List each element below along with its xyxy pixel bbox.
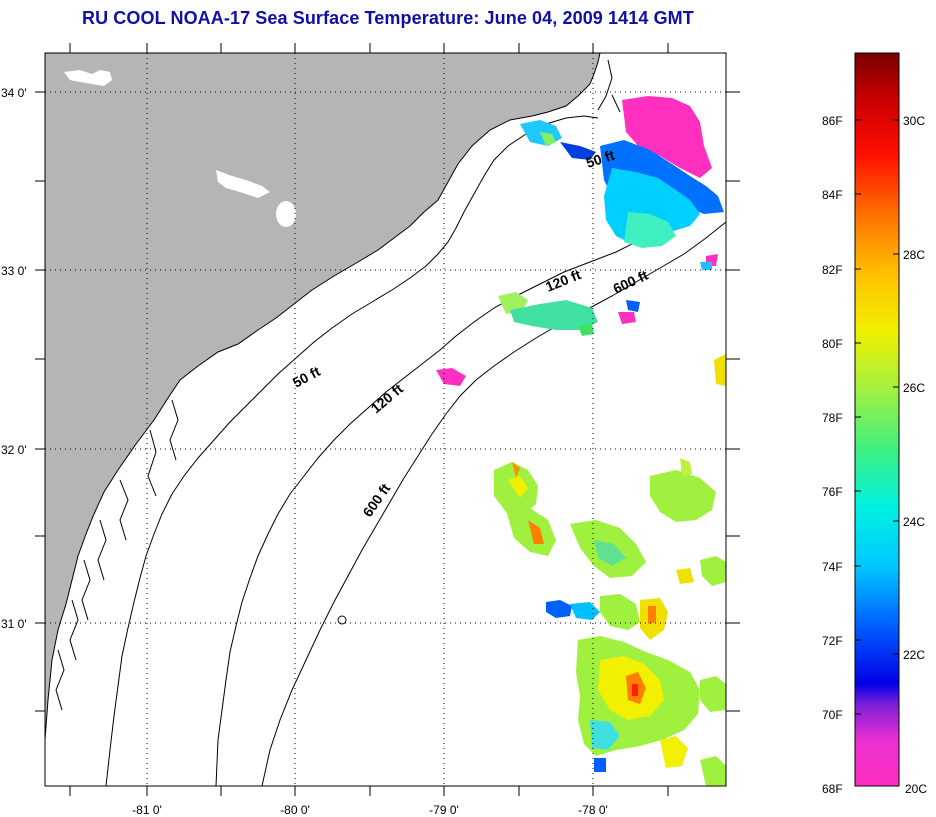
colorbar-f-label: 80F bbox=[822, 337, 843, 351]
map-border bbox=[44, 52, 727, 787]
isobath-50ft bbox=[105, 115, 599, 786]
colorbar-f-label: 72F bbox=[822, 634, 843, 648]
land-area bbox=[45, 53, 600, 786]
lat-label: 33 0' bbox=[1, 264, 27, 278]
lon-label: -80 0' bbox=[280, 803, 310, 817]
colorbar-f-label: 74F bbox=[822, 560, 843, 574]
inland-water bbox=[64, 70, 306, 472]
barrier-islands bbox=[55, 59, 621, 711]
colorbar-border bbox=[854, 52, 900, 787]
isobath-120ft bbox=[215, 203, 709, 786]
colorbar-f-label: 76F bbox=[822, 485, 843, 499]
colorbar-f-label: 78F bbox=[822, 411, 843, 425]
colorbar: 86F 84F 82F 80F 78F 76F 74F 72F 70F 68F … bbox=[822, 52, 927, 796]
colorbar-c-label: 30C bbox=[903, 114, 925, 128]
lon-label: -81 0' bbox=[132, 803, 162, 817]
colorbar-c-label: 26C bbox=[903, 381, 925, 395]
colorbar-f-label: 68F bbox=[822, 782, 843, 796]
colorbar-c-label: 24C bbox=[903, 515, 925, 529]
map-title: RU COOL NOAA-17 Sea Surface Temperature:… bbox=[82, 8, 694, 28]
colorbar-c-label: 22C bbox=[903, 648, 925, 662]
colorbar-f-label: 70F bbox=[822, 708, 843, 722]
coastline bbox=[45, 53, 601, 741]
gridlines bbox=[45, 53, 726, 786]
sst-data-patches bbox=[436, 96, 726, 786]
colorbar-f-label: 82F bbox=[822, 263, 843, 277]
lat-label: 34 0' bbox=[1, 86, 27, 100]
colorbar-f-label: 84F bbox=[822, 188, 843, 202]
isobath-600ft bbox=[261, 221, 726, 786]
map-panel bbox=[45, 53, 726, 786]
colorbar-c-label: 28C bbox=[903, 248, 925, 262]
lat-label: 31 0' bbox=[1, 617, 27, 631]
lat-label: 32 0' bbox=[1, 443, 27, 457]
colorbar-c-label: 20C bbox=[905, 782, 927, 796]
colorbar-f-label: 86F bbox=[822, 114, 843, 128]
lon-label: -79 0' bbox=[429, 803, 459, 817]
colorbar-c-ticks bbox=[893, 119, 899, 655]
colorbar-f-ticks bbox=[855, 119, 861, 715]
axis-ticks bbox=[35, 43, 740, 796]
lon-label: -78 0' bbox=[578, 803, 608, 817]
colorbar-gradient bbox=[855, 53, 899, 786]
